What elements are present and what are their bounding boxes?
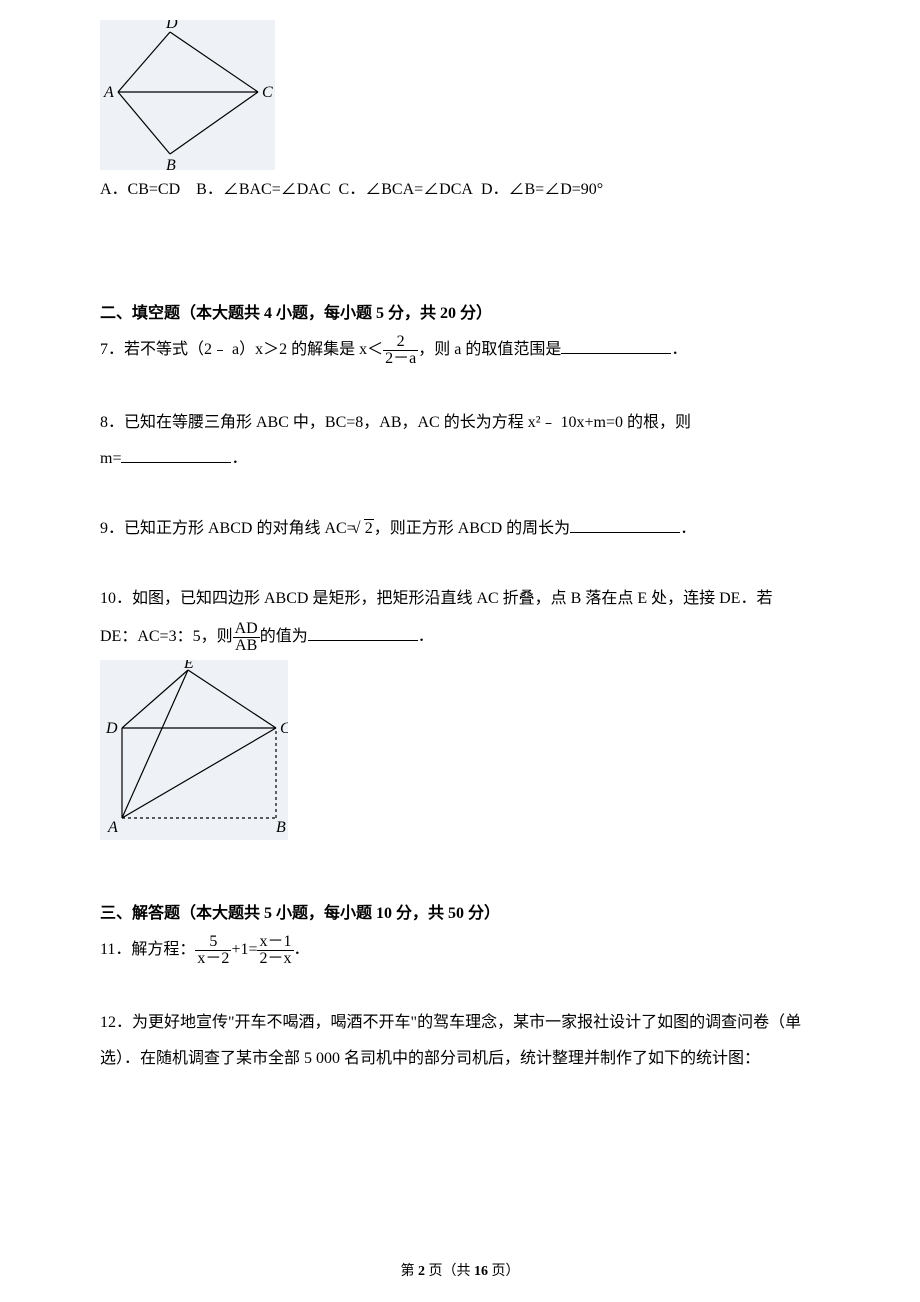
q7-frac-num: 2 [383,334,418,350]
q11-frac2-den: 2－x [257,950,293,967]
q11-frac1-num: 5 [195,934,231,950]
q8-line2-post: ． [231,450,247,467]
q6-opt-c: C．∠BCA=∠DCA [339,181,473,198]
footer-mid: 页（共 [425,1264,474,1279]
q7-text: 7．若不等式（2﹣ a）x＞2 的解集是 x＜22－a，则 a 的取值范围是． [100,341,687,358]
q7-frac-den: 2－a [383,350,418,367]
rectangle-fold-diagram: A B C D E [100,660,288,840]
q12-line1: 12．为更好地宣传"开车不喝酒，喝酒不开车"的驾车理念，某市一家报社设计了如图的… [100,1009,830,1037]
q8-line2-pre: m= [100,450,121,467]
footer-post: 页） [488,1264,520,1279]
q12-line2: 选）．在随机调查了某市全部 5 000 名司机中的部分司机后，统计整理并制作了如… [100,1045,830,1073]
q11-mid1: +1= [231,941,257,958]
q6-opt-d: D．∠B=∠D=90° [481,181,603,198]
svg-text:B: B [276,819,286,836]
q11-frac2-num: x－1 [257,934,293,950]
q7-mid: ，则 a 的取值范围是 [418,341,561,358]
svg-text:E: E [183,660,194,672]
q9-mid: ，则正方形 ABCD 的周长为 [374,520,570,537]
q11-pre: 11．解方程： [100,941,195,958]
q9-sqrt: √2 [356,515,374,543]
q9-post: ． [680,520,696,537]
q8-line1: 8．已知在等腰三角形 ABC 中，BC=8，AB，AC 的长为方程 x²﹣ 10… [100,409,830,437]
footer-page: 2 [418,1264,425,1279]
svg-text:D: D [165,20,178,32]
q11: 11．解方程：5x－2+1=x－12－x． [100,934,830,967]
svg-text:A: A [107,819,118,836]
q10-blank [308,627,418,641]
q11-frac2: x－12－x [257,934,293,967]
q6-opt-b: B．∠BAC=∠DAC [196,181,330,198]
q9: 9．已知正方形 ABCD 的对角线 AC=√2，则正方形 ABCD 的周长为 ． [100,515,830,543]
q6-opt-a: A．CB=CD [100,181,180,198]
section3-header: 三、解答题（本大题共 5 小题，每小题 10 分，共 50 分） [100,900,830,928]
q10-figure: A B C D E [100,660,830,840]
q10-line2-pre: DE：AC=3：5，则 [100,628,233,645]
q9-sqrt-val: 2 [364,519,374,537]
q6-figure: A B C D [100,20,830,170]
svg-text:C: C [280,720,288,737]
kite-diagram: A B C D [100,20,275,170]
svg-text:A: A [103,84,114,101]
q6-options: A．CB=CD B．∠BAC=∠DAC C．∠BCA=∠DCA D．∠B=∠D=… [100,176,830,204]
footer-pre: 第 [401,1264,419,1279]
q10-line2-mid: 的值为 [260,628,308,645]
q10: 10．如图，已知四边形 ABCD 是矩形，把矩形沿直线 AC 折叠，点 B 落在… [100,585,830,654]
q7-post: ． [671,341,687,358]
q11-frac1: 5x－2 [195,934,231,967]
svg-text:D: D [105,720,118,737]
q11-frac1-den: x－2 [195,950,231,967]
q10-frac: ADAB [233,621,260,654]
q10-line1: 10．如图，已知四边形 ABCD 是矩形，把矩形沿直线 AC 折叠，点 B 落在… [100,585,830,613]
q7: 7．若不等式（2﹣ a）x＞2 的解集是 x＜22－a，则 a 的取值范围是 ． [100,334,830,367]
q12: 12．为更好地宣传"开车不喝酒，喝酒不开车"的驾车理念，某市一家报社设计了如图的… [100,1009,830,1073]
q10-frac-den: AB [233,637,260,654]
page-footer: 第 2 页（共 16 页） [0,1260,920,1280]
section2-header: 二、填空题（本大题共 4 小题，每小题 5 分，共 20 分） [100,300,830,328]
q9-pre: 9．已知正方形 ABCD 的对角线 AC= [100,520,356,537]
svg-text:B: B [166,157,176,170]
q8-blank [121,449,231,463]
q8: 8．已知在等腰三角形 ABC 中，BC=8，AB，AC 的长为方程 x²﹣ 10… [100,409,830,473]
q7-pre: 7．若不等式（2﹣ a）x＞2 的解集是 x＜ [100,341,383,358]
q10-frac-num: AD [233,621,260,637]
q7-frac: 22－a [383,334,418,367]
q7-blank [561,340,671,354]
q10-line2-post: ． [418,628,434,645]
footer-total: 16 [474,1264,488,1279]
page: ABCD A．CB=CD B．∠BAC=∠DAC C．∠BCA=∠DCA D．∠… [0,0,920,1302]
q9-blank [570,519,680,533]
svg-text:C: C [262,84,273,101]
q11-post: ． [294,941,310,958]
